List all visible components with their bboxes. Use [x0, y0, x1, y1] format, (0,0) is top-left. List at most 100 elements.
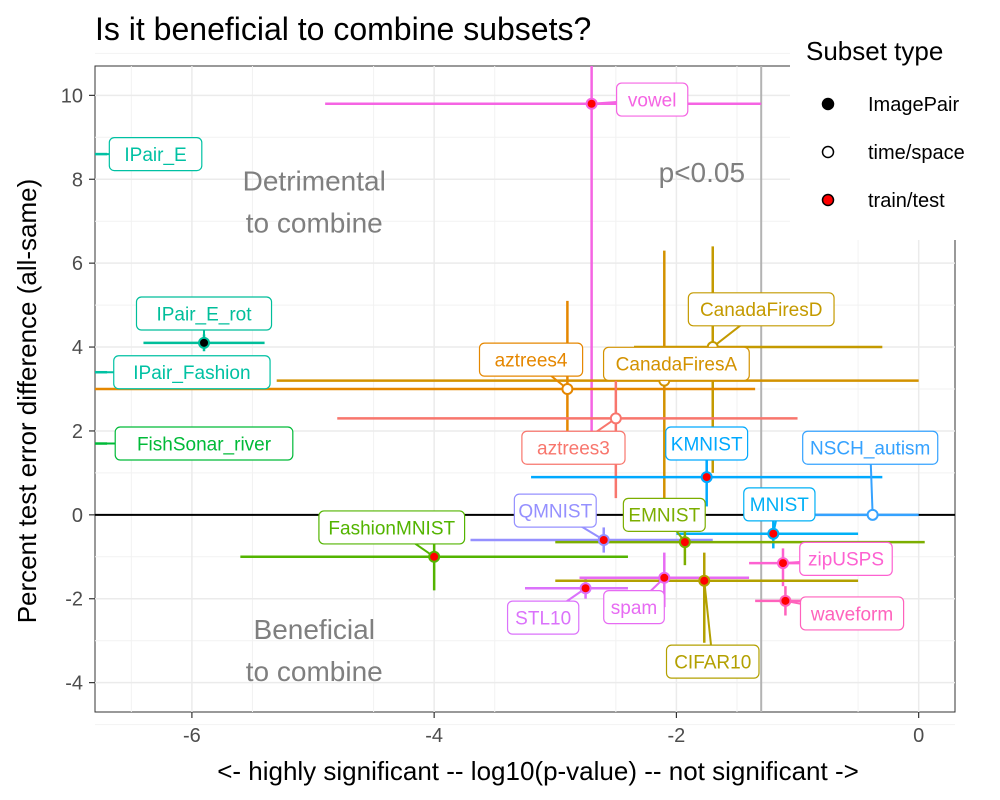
point-label-box-cifar10: [665, 644, 760, 679]
y-tick-label: -4: [65, 673, 83, 695]
point-label-text-stl10: STL10: [515, 608, 571, 629]
point-label-box-aztrees4: [478, 342, 584, 377]
point-label-text-zipusps: zipUSPS: [808, 550, 884, 571]
point-label-vowel: vowel: [615, 82, 689, 117]
legend-key-imagepair: [821, 97, 835, 111]
y-tick-label: 0: [72, 505, 83, 527]
point-label-box-kmnist: [665, 426, 749, 461]
point-label-text-kmnist: KMNIST: [671, 434, 743, 455]
point-emnist: [678, 536, 691, 549]
point-label-zipusps: zipUSPS: [799, 541, 893, 576]
point-label-box-canadafiresa: [602, 346, 750, 381]
point-label-text-canadafiresa: CanadaFiresA: [616, 355, 738, 376]
point-label-box-zipusps: [799, 541, 893, 576]
point-label-text-ipair-e-rot: IPair_E_rot: [156, 304, 252, 325]
point-stl10: [579, 582, 592, 595]
point-label-aztrees3: aztrees3: [521, 430, 626, 465]
point-zipusps: [777, 557, 789, 570]
point-label-text-qmnist: QMNIST: [518, 501, 592, 522]
point-cifar10: [698, 574, 711, 587]
point-label-box-ipair-e: [108, 136, 203, 172]
point-label-ipair-e: IPair_E: [108, 136, 203, 172]
region-bottom-line-2: to combine: [246, 656, 383, 687]
legend-key-time-space: [821, 145, 835, 159]
point-label-text-waveform: waveform: [810, 604, 893, 625]
data-points: [198, 97, 879, 607]
point-nsch-autism: [866, 508, 879, 521]
point-label-text-mnist: MNIST: [750, 495, 810, 516]
point-label-mnist: MNIST: [743, 487, 816, 522]
point-waveform: [779, 594, 792, 607]
legend-title: Subset type: [806, 36, 943, 66]
point-label-fashionmnist: FashionMNIST: [318, 510, 466, 545]
x-tick-label: -2: [668, 725, 686, 747]
point-label-text-ipair-e: IPair_E: [124, 145, 186, 166]
y-tick-label: 8: [72, 169, 83, 191]
point-label-emnist: EMNIST: [622, 497, 706, 532]
point-label-stl10: STL10: [506, 600, 580, 635]
point-aztrees3: [609, 412, 622, 425]
y-tick-label: 10: [61, 85, 83, 107]
y-tick-label: 2: [72, 421, 83, 443]
point-aztrees4: [561, 383, 574, 395]
point-label-canadafiresa: CanadaFiresA: [602, 346, 750, 381]
point-label-box-nsch-autism: [802, 430, 939, 465]
point-label-ipair-e-rot: IPair_E_rot: [135, 296, 273, 331]
x-axis-ticks: -6 -4 -2 0: [183, 712, 924, 747]
point-label-box-waveform: [799, 596, 905, 631]
y-tick-label: 4: [72, 337, 83, 359]
x-tick-label: -6: [183, 725, 201, 747]
point-ipair-e-rot: [198, 336, 211, 349]
point-label-text-canadafiresd: CanadaFiresD: [700, 300, 823, 321]
legend-label-train-test: train/test: [868, 190, 945, 212]
chart-title: Is it beneficial to combine subsets?: [95, 11, 591, 47]
legend-label-imagepair: ImagePair: [868, 94, 959, 116]
point-qmnist: [597, 534, 610, 547]
point-label-text-emnist: EMNIST: [628, 506, 700, 527]
point-label-text-aztrees4: aztrees4: [495, 350, 568, 371]
point-label-nsch-autism: NSCH_autism: [802, 430, 939, 465]
point-spam: [658, 571, 671, 584]
y-axis-ticks: -4 -2 0 2 4 6 8 10: [61, 85, 95, 695]
point-label-box-spam: [603, 590, 665, 625]
point-label-text-cifar10: CIFAR10: [674, 653, 751, 674]
legend-key-train-test: [821, 193, 835, 207]
point-label-text-fishsonar-river: FishSonar_river: [137, 434, 272, 455]
point-label-canadafiresd: CanadaFiresD: [687, 292, 835, 327]
legend: Subset type ImagePair time/space train/t…: [790, 28, 1000, 240]
legend-label-time-space: time/space: [868, 142, 965, 164]
point-labels: IPair_E IPair_E_rot IPair_Fashion FishSonar…: [108, 82, 939, 679]
point-kmnist: [700, 471, 713, 484]
region-top-line-2: to combine: [246, 207, 383, 238]
point-label-text-ipair-fashion: IPair_Fashion: [133, 363, 250, 384]
point-label-box-fishsonar-river: [114, 426, 294, 461]
significance-label: p<0.05: [659, 157, 745, 188]
point-mnist: [767, 527, 780, 540]
point-label-fishsonar-river: FishSonar_river: [114, 426, 294, 461]
point-label-box-qmnist: [513, 493, 597, 528]
point-label-aztrees4: aztrees4: [478, 342, 584, 377]
region-top-line-1: Detrimental: [243, 165, 386, 196]
x-tick-label: -4: [425, 725, 443, 747]
point-label-text-aztrees3: aztrees3: [537, 439, 610, 460]
point-label-box-mnist: [743, 487, 816, 522]
x-axis-label: <- highly significant -- log10(p-value) …: [217, 756, 859, 786]
point-label-box-stl10: [506, 600, 580, 635]
point-label-text-vowel: vowel: [628, 90, 677, 111]
point-label-box-ipair-fashion: [113, 355, 271, 390]
point-fashionmnist: [428, 550, 441, 563]
point-label-ipair-fashion: IPair_Fashion: [113, 355, 271, 390]
y-tick-label: 6: [72, 253, 83, 275]
point-label-box-vowel: [615, 82, 689, 117]
point-label-qmnist: QMNIST: [513, 493, 597, 528]
point-label-box-ipair-e-rot: [135, 296, 273, 331]
x-tick-label: 0: [913, 725, 924, 747]
point-label-text-spam: spam: [611, 598, 657, 619]
y-axis-label: Percent test error difference (all-same): [12, 179, 42, 624]
point-label-text-fashionmnist: FashionMNIST: [328, 518, 455, 539]
point-label-box-aztrees3: [521, 430, 626, 465]
region-bottom-line-1: Beneficial: [254, 614, 375, 645]
point-label-text-nsch-autism: NSCH_autism: [810, 439, 930, 460]
point-vowel: [585, 97, 598, 110]
